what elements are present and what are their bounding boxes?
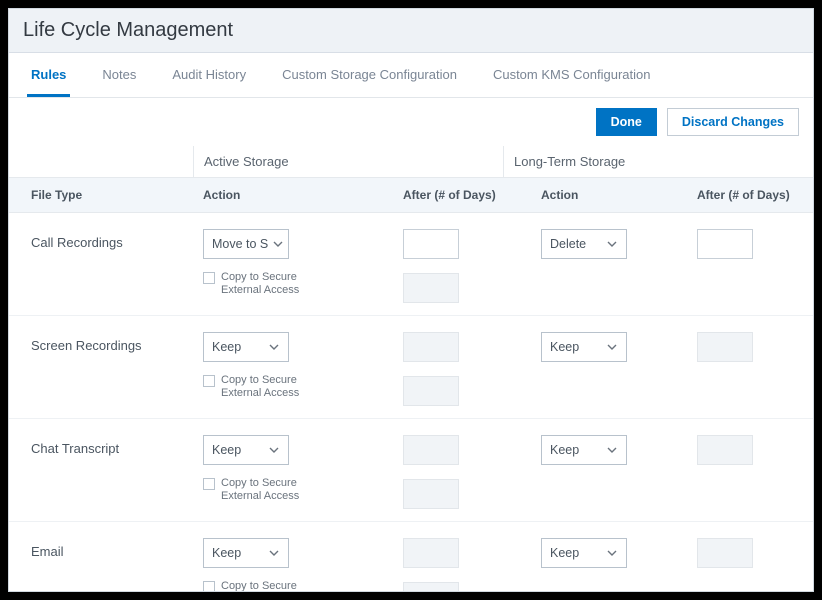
select-value: Keep (550, 443, 579, 457)
longterm-days-input (697, 332, 753, 362)
longterm-days-input (697, 538, 753, 568)
longterm-days-input[interactable] (697, 229, 753, 259)
chevron-down-icon (606, 341, 618, 353)
filetype-label: Chat Transcript (9, 419, 193, 521)
title-bar: Life Cycle Management (9, 9, 813, 53)
active-action-select[interactable]: Keep (203, 435, 289, 465)
active-days-input (403, 538, 459, 568)
copy-secure-label: Copy to Secure External Access (221, 271, 311, 296)
chevron-down-icon (268, 444, 280, 456)
page-title: Life Cycle Management (23, 19, 799, 42)
active-extra-days-input (403, 582, 459, 591)
chevron-down-icon (268, 547, 280, 559)
copy-secure-checkbox-row: Copy to Secure External Access (203, 580, 383, 591)
storage-group-header: Active Storage Long-Term Storage (9, 146, 813, 178)
app-window: Life Cycle Management Rules Notes Audit Hi… (8, 8, 814, 592)
column-header-row: File Type Action After (# of Days) Actio… (9, 178, 813, 213)
active-action-select[interactable]: Keep (203, 538, 289, 568)
chevron-down-icon (606, 444, 618, 456)
chevron-down-icon (606, 547, 618, 559)
rules-grid: Active Storage Long-Term Storage File Ty… (9, 146, 813, 591)
table-row: Screen Recordings Keep Copy to Secure Exte… (9, 316, 813, 419)
tabs: Rules Notes Audit History Custom Storage Co… (9, 53, 813, 98)
header-action-active: Action (193, 178, 393, 212)
longterm-action-select[interactable]: Keep (541, 332, 627, 362)
chevron-down-icon (606, 238, 618, 250)
table-row: Chat Transcript Keep Copy to Secure Extern… (9, 419, 813, 522)
copy-secure-checkbox-row: Copy to Secure External Access (203, 374, 383, 399)
copy-secure-label: Copy to Secure External Access (221, 580, 311, 591)
header-after-active: After (# of Days) (393, 178, 531, 212)
discard-changes-button[interactable]: Discard Changes (667, 108, 799, 136)
select-value: Delete (550, 237, 586, 251)
header-filetype: File Type (9, 178, 193, 212)
active-days-input[interactable] (403, 229, 459, 259)
tab-custom-kms-configuration[interactable]: Custom KMS Configuration (489, 53, 655, 97)
copy-secure-checkbox[interactable] (203, 581, 215, 591)
select-value: Move to S (212, 237, 268, 251)
tab-audit-history[interactable]: Audit History (168, 53, 250, 97)
longterm-action-select[interactable]: Keep (541, 435, 627, 465)
longterm-action-select[interactable]: Keep (541, 538, 627, 568)
active-action-select[interactable]: Move to S (203, 229, 289, 259)
copy-secure-label: Copy to Secure External Access (221, 374, 311, 399)
active-extra-days-input (403, 273, 459, 303)
chevron-down-icon (272, 238, 284, 250)
tab-custom-storage-configuration[interactable]: Custom Storage Configuration (278, 53, 461, 97)
table-row: Email Keep Copy to Secure External Access K… (9, 522, 813, 591)
rows-container: Call Recordings Move to S Copy to Secure E… (9, 213, 813, 591)
tab-rules[interactable]: Rules (27, 53, 70, 97)
copy-secure-checkbox[interactable] (203, 272, 215, 284)
header-action-longterm: Action (531, 178, 687, 212)
copy-secure-label: Copy to Secure External Access (221, 477, 311, 502)
active-extra-days-input (403, 376, 459, 406)
longterm-action-select[interactable]: Delete (541, 229, 627, 259)
select-value: Keep (550, 546, 579, 560)
tab-notes[interactable]: Notes (98, 53, 140, 97)
action-bar: Done Discard Changes (9, 98, 813, 146)
copy-secure-checkbox-row: Copy to Secure External Access (203, 477, 383, 502)
select-value: Keep (212, 546, 241, 560)
filetype-label: Call Recordings (9, 213, 193, 315)
table-row: Call Recordings Move to S Copy to Secure E… (9, 213, 813, 316)
select-value: Keep (550, 340, 579, 354)
select-value: Keep (212, 340, 241, 354)
header-after-longterm: After (# of Days) (687, 178, 813, 212)
copy-secure-checkbox[interactable] (203, 375, 215, 387)
filetype-label: Screen Recordings (9, 316, 193, 418)
active-storage-group-label: Active Storage (193, 146, 503, 177)
select-value: Keep (212, 443, 241, 457)
active-action-select[interactable]: Keep (203, 332, 289, 362)
copy-secure-checkbox-row: Copy to Secure External Access (203, 271, 383, 296)
active-extra-days-input (403, 479, 459, 509)
chevron-down-icon (268, 341, 280, 353)
active-days-input (403, 435, 459, 465)
longterm-days-input (697, 435, 753, 465)
copy-secure-checkbox[interactable] (203, 478, 215, 490)
done-button[interactable]: Done (596, 108, 657, 136)
active-days-input (403, 332, 459, 362)
filetype-label: Email (9, 522, 193, 591)
longterm-storage-group-label: Long-Term Storage (503, 146, 813, 177)
